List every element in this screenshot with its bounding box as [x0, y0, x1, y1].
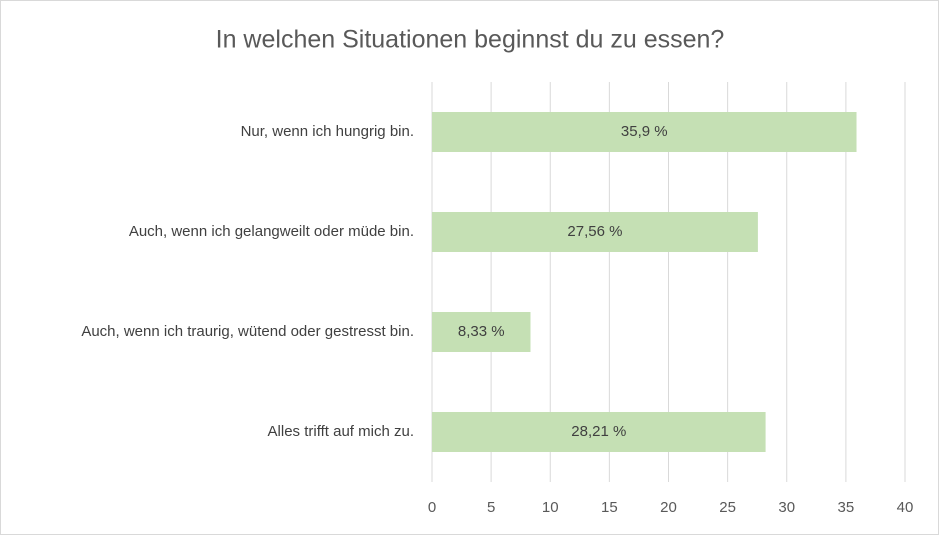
x-tick-label: 40 — [897, 499, 914, 516]
bar — [432, 412, 766, 452]
x-tick-label: 5 — [487, 499, 495, 516]
bar — [432, 312, 531, 352]
x-tick-label: 20 — [660, 499, 677, 516]
data-label: 28,21 % — [571, 423, 626, 440]
y-tick-label: Auch, wenn ich gelangweilt oder müde bin… — [129, 223, 414, 240]
chart-title: In welchen Situationen beginnst du zu es… — [216, 26, 725, 54]
bar — [432, 112, 857, 152]
y-tick-label: Alles trifft auf mich zu. — [268, 423, 414, 440]
x-tick-label: 15 — [601, 499, 618, 516]
y-tick-label: Auch, wenn ich traurig, wütend oder gest… — [81, 323, 414, 340]
data-label: 8,33 % — [458, 323, 505, 340]
x-tick-label: 35 — [838, 499, 855, 516]
data-label: 27,56 % — [567, 223, 622, 240]
x-tick-label: 0 — [428, 499, 436, 516]
data-label: 35,9 % — [621, 123, 668, 140]
y-tick-label: Nur, wenn ich hungrig bin. — [241, 123, 414, 140]
bar — [432, 212, 758, 252]
x-tick-label: 25 — [719, 499, 736, 516]
x-tick-label: 30 — [778, 499, 795, 516]
x-tick-label: 10 — [542, 499, 559, 516]
